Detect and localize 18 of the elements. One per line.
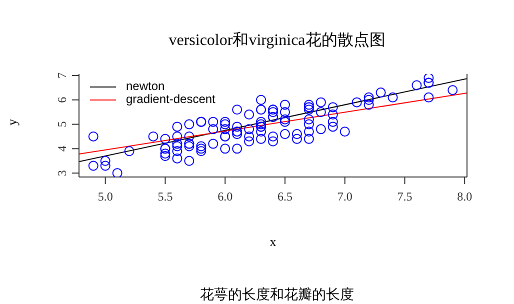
x-tick-label: 5.5 [158, 190, 173, 204]
y-axis-title: y [4, 118, 20, 126]
legend-label: newton [126, 79, 165, 93]
x-tick-label: 5.0 [98, 190, 113, 204]
y-tick-label: 5 [55, 121, 69, 128]
y-tick-label: 4 [55, 146, 69, 152]
x-tick-label: 7.0 [337, 190, 352, 204]
chart-title: versicolor和virginica花的散点图 [168, 30, 386, 51]
text: 花萼的长度和花瓣的长度 [199, 286, 355, 304]
legend-label: gradient-descent [126, 92, 216, 106]
x-axis-title: x [270, 234, 277, 250]
x-tick-label: 6.0 [218, 190, 233, 204]
y-tick-label: 3 [55, 170, 69, 176]
x-tick-label: 7.5 [397, 190, 412, 204]
x-tick-label: 6.5 [277, 190, 292, 204]
y-tick-label: 6 [55, 96, 69, 103]
y-tick-label: 7 [55, 72, 69, 78]
x-tick-label: 8.0 [457, 190, 472, 204]
